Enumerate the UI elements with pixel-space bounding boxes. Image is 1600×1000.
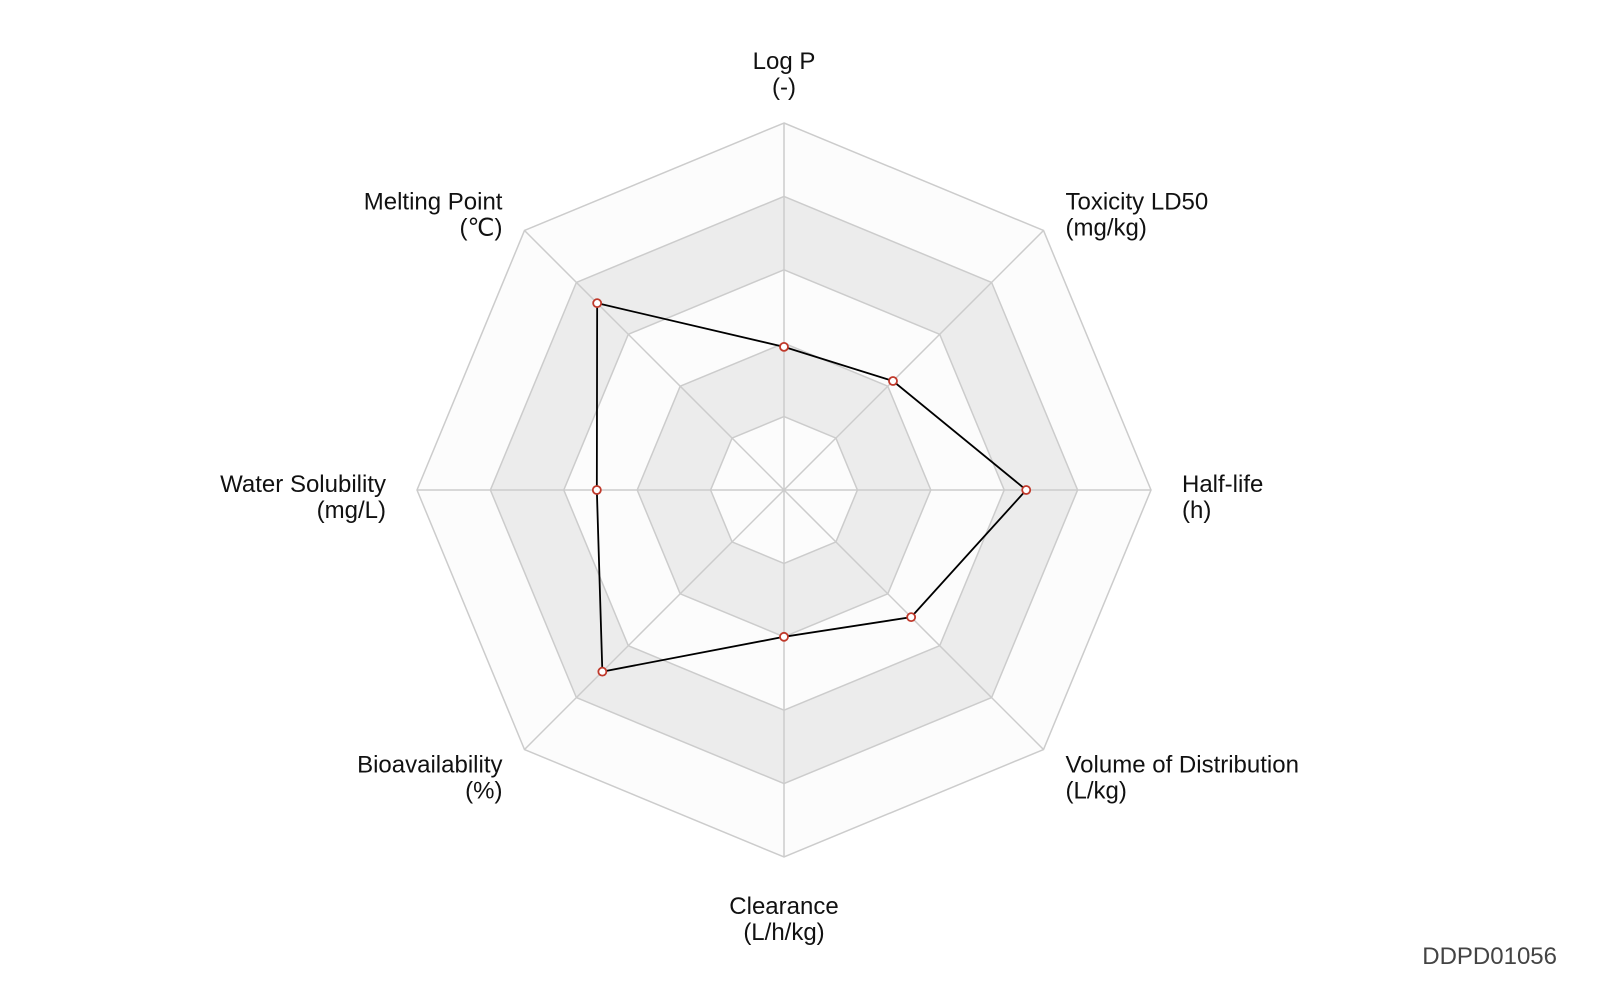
axis-label: Clearance bbox=[729, 893, 838, 920]
data-point bbox=[592, 298, 603, 309]
axis-label: Log P bbox=[753, 48, 816, 75]
axis-unit: (-) bbox=[772, 74, 796, 101]
data-point bbox=[888, 376, 898, 386]
axis-label: Melting Point bbox=[364, 188, 503, 215]
axis-label: Toxicity LD50 bbox=[1066, 188, 1209, 215]
axis-label: Bioavailability bbox=[357, 752, 502, 779]
axis-unit: (L/h/kg) bbox=[743, 919, 824, 946]
spoke bbox=[523, 489, 785, 751]
axis-unit: (mg/kg) bbox=[1066, 214, 1147, 241]
spoke bbox=[523, 229, 785, 491]
axis-unit: (L/kg) bbox=[1066, 778, 1127, 805]
data-point bbox=[1021, 485, 1032, 495]
axis-unit: (h) bbox=[1182, 497, 1211, 524]
watermark: DDPD01056 bbox=[1422, 943, 1557, 970]
axis-label: Half-life bbox=[1182, 471, 1263, 498]
axis-unit: (%) bbox=[465, 778, 502, 805]
data-point bbox=[779, 341, 789, 352]
axis-unit: (mg/L) bbox=[317, 497, 386, 524]
axis-label: Water Solubility bbox=[220, 471, 386, 498]
axis-unit: (℃) bbox=[460, 214, 503, 241]
data-point bbox=[779, 631, 789, 642]
axis-label: Volume of Distribution bbox=[1066, 752, 1299, 779]
data-point bbox=[591, 485, 602, 495]
data-point bbox=[906, 612, 917, 623]
spoke bbox=[783, 229, 1045, 491]
data-point bbox=[597, 666, 608, 677]
